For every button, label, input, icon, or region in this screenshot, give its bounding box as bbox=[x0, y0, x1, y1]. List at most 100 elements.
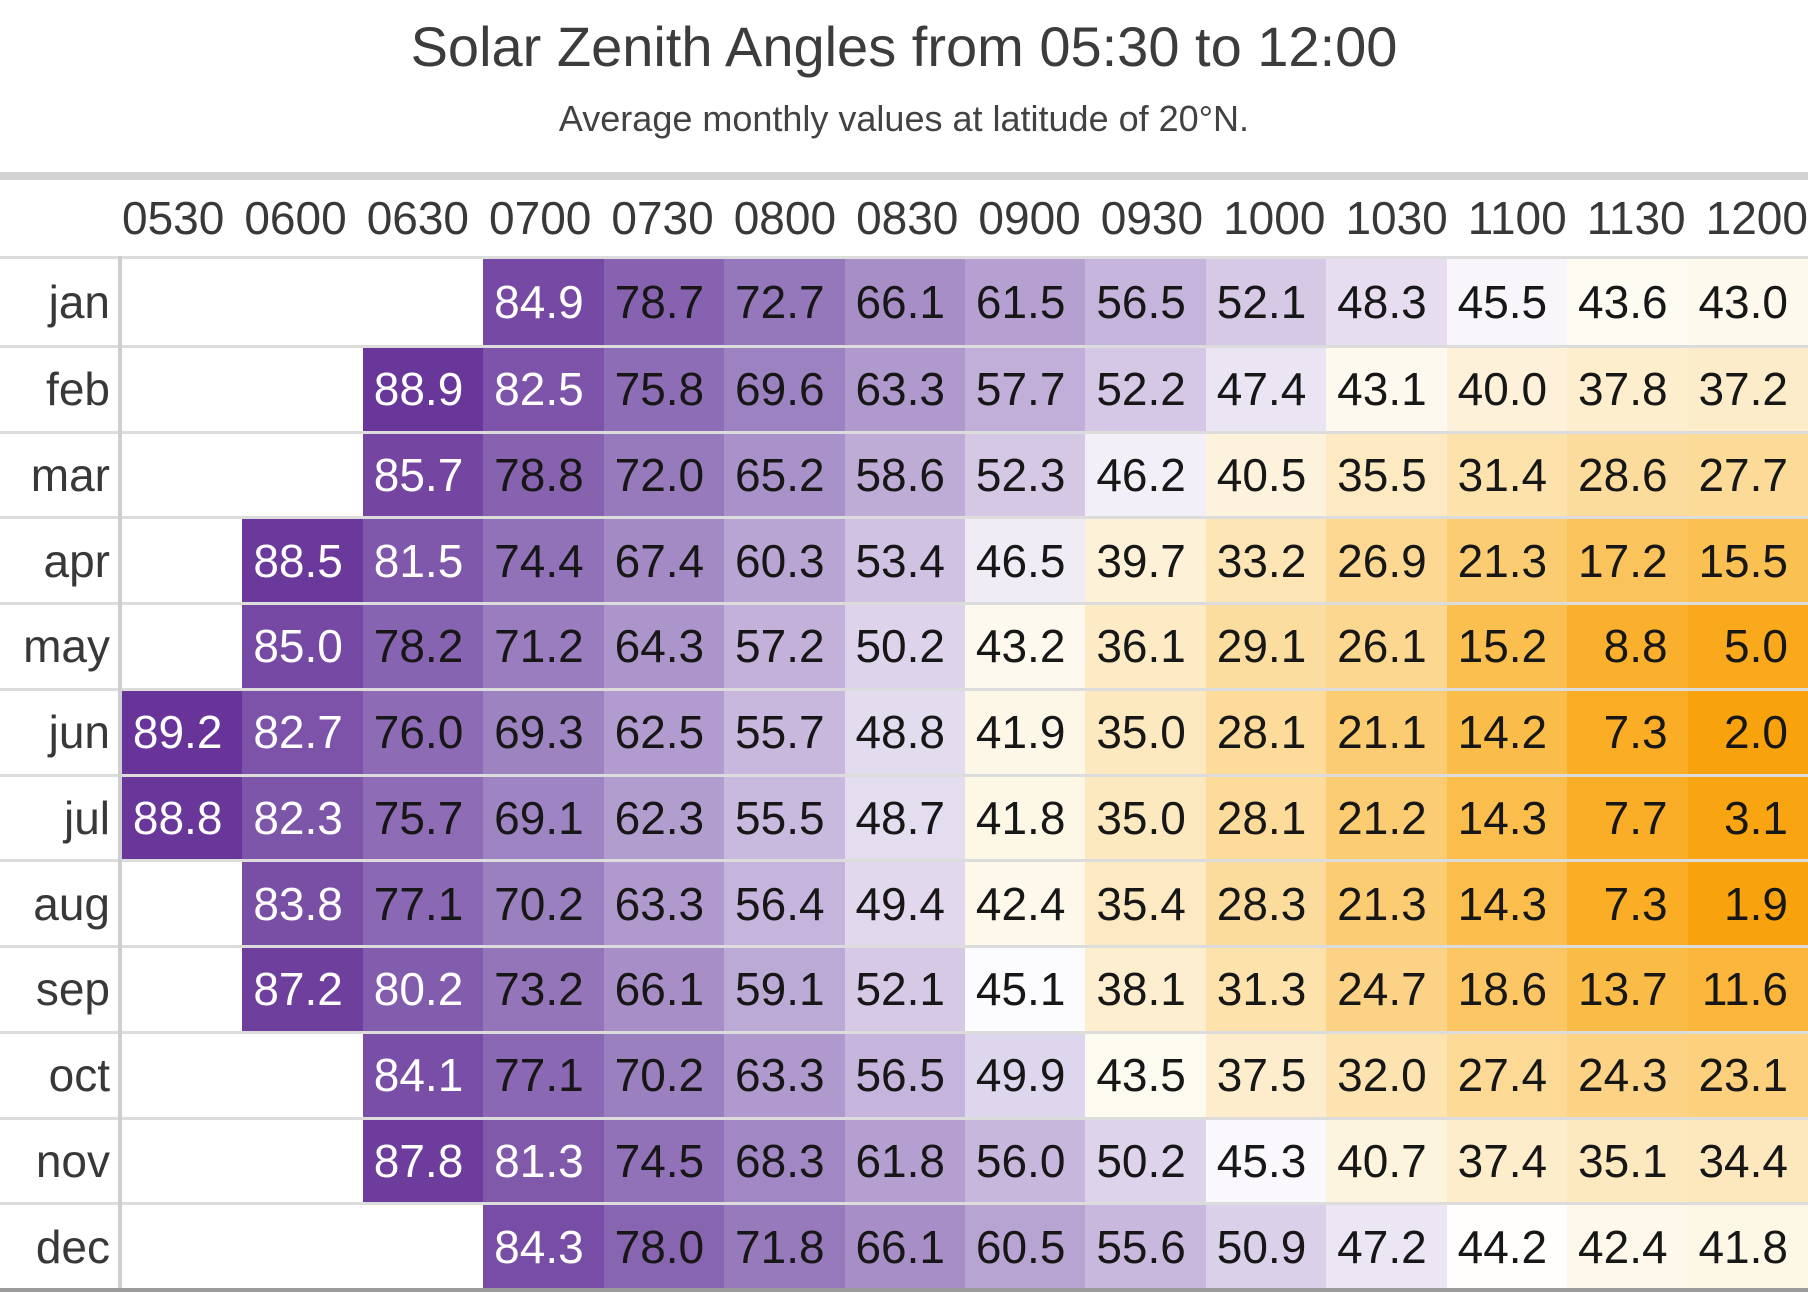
heatmap-cell: 27.7 bbox=[1687, 433, 1808, 517]
heatmap-cell: 46.5 bbox=[965, 519, 1086, 602]
heatmap-cell: 41.8 bbox=[965, 776, 1086, 860]
heatmap-cell: 43.2 bbox=[965, 605, 1086, 688]
time-header-cell: 0530 bbox=[122, 192, 225, 244]
heatmap-cell: 63.3 bbox=[603, 862, 725, 945]
heatmap-row: mar 85.7 78.8 72.0 65.2 58.6 52.3 46.2 40.5 35.5 3… bbox=[0, 430, 1808, 517]
heatmap-row: jan 84.9 78.7 72.7 66.1 61.5 56.5 52.1 48.3 45.5 4… bbox=[0, 259, 1808, 345]
heatmap-cell: 73.2 bbox=[483, 948, 604, 1031]
heatmap-cell: 14.3 bbox=[1446, 776, 1568, 860]
heatmap-row: may 85.0 78.2 71.2 64.3 57.2 50.2 43.2 36.1 29.1 2… bbox=[0, 602, 1808, 688]
heatmap-cell: 11.6 bbox=[1687, 948, 1808, 1031]
heatmap-cell: 82.7 bbox=[242, 690, 363, 774]
heatmap-cell: 45.3 bbox=[1205, 1119, 1327, 1203]
heatmap-cell: 67.4 bbox=[603, 519, 725, 602]
heatmap-row: nov 87.8 81.3 74.5 68.3 61.8 56.0 50.2 45.3 40.7 3… bbox=[0, 1116, 1808, 1203]
heatmap-cell: 41.9 bbox=[965, 690, 1086, 774]
heatmap-cell: 14.3 bbox=[1446, 862, 1568, 945]
heatmap-row: jun 89.2 82.7 76.0 69.3 62.5 55.7 48.8 41.9 35.0 2… bbox=[0, 687, 1808, 774]
heatmap-cell: 66.1 bbox=[844, 1205, 965, 1288]
heatmap-row: dec 84.3 78.0 71.8 66.1 60.5 55.6 50.9 47.2 44.2 4… bbox=[0, 1202, 1808, 1288]
heatmap-cell: 45.1 bbox=[965, 948, 1086, 1031]
heatmap-cell: 52.1 bbox=[844, 948, 965, 1031]
heatmap-cell: 80.2 bbox=[362, 948, 484, 1031]
heatmap-cell: 47.2 bbox=[1326, 1205, 1447, 1288]
heatmap-cell: 50.2 bbox=[1085, 1119, 1206, 1203]
heatmap-cell: 70.2 bbox=[603, 1033, 725, 1117]
heatmap-cell: 82.3 bbox=[242, 776, 363, 860]
time-header-cell: 0900 bbox=[978, 192, 1081, 244]
heatmap-cell: 40.5 bbox=[1205, 433, 1327, 517]
heatmap-cell: 35.0 bbox=[1085, 690, 1206, 774]
heatmap-cell: 57.2 bbox=[724, 605, 845, 688]
heatmap-cell: 84.3 bbox=[483, 1205, 604, 1288]
heatmap-cell: 88.9 bbox=[362, 347, 484, 431]
heatmap-cell: 82.5 bbox=[483, 347, 604, 431]
heatmap-cell: 71.8 bbox=[724, 1205, 845, 1288]
heatmap-cell: 50.2 bbox=[844, 605, 965, 688]
heatmap-cell: 21.2 bbox=[1326, 776, 1447, 860]
heatmap-cell: 66.1 bbox=[844, 259, 965, 345]
heatmap-cell: 15.2 bbox=[1446, 605, 1568, 688]
heatmap-cell: 85.0 bbox=[242, 605, 363, 688]
heatmap-cell: 89.2 bbox=[122, 690, 243, 774]
heatmap-cell: 23.1 bbox=[1687, 1033, 1808, 1117]
heatmap-cell: 40.0 bbox=[1446, 347, 1568, 431]
heatmap-cell: 81.5 bbox=[362, 519, 484, 602]
heatmap-cell: 75.7 bbox=[362, 776, 484, 860]
heatmap-cell-empty bbox=[122, 862, 243, 945]
heatmap-cell: 49.4 bbox=[844, 862, 965, 945]
heatmap-cell-empty bbox=[122, 605, 243, 688]
month-label: sep bbox=[0, 948, 122, 1031]
heatmap-cell: 60.3 bbox=[724, 519, 845, 602]
heatmap-cell: 70.2 bbox=[483, 862, 604, 945]
heatmap-cell: 43.5 bbox=[1085, 1033, 1206, 1117]
heatmap-cell: 69.3 bbox=[483, 690, 604, 774]
heatmap-cell-empty bbox=[122, 347, 243, 431]
heatmap-cell: 60.5 bbox=[965, 1205, 1086, 1288]
chart-title: Solar Zenith Angles from 05:30 to 12:00 bbox=[410, 15, 1398, 78]
heatmap-cell: 53.4 bbox=[844, 519, 965, 602]
month-label: jun bbox=[0, 690, 122, 774]
heatmap-cell: 88.8 bbox=[122, 776, 243, 860]
heatmap-cell-empty bbox=[122, 519, 243, 602]
heatmap-cell: 48.3 bbox=[1326, 259, 1447, 345]
heatmap-cell: 31.3 bbox=[1205, 948, 1327, 1031]
heatmap-cell: 72.7 bbox=[724, 259, 845, 345]
heatmap-cell: 84.1 bbox=[362, 1033, 484, 1117]
heatmap-cell: 77.1 bbox=[483, 1033, 604, 1117]
heatmap-cell: 46.2 bbox=[1085, 433, 1206, 517]
heatmap-cell: 35.0 bbox=[1085, 776, 1206, 860]
heatmap-cell: 81.3 bbox=[483, 1119, 604, 1203]
heatmap-cell: 45.5 bbox=[1446, 259, 1568, 345]
heatmap-cell: 52.1 bbox=[1205, 259, 1327, 345]
heatmap-cell: 58.6 bbox=[844, 433, 965, 517]
heatmap-cell: 64.3 bbox=[603, 605, 725, 688]
heatmap-cell: 55.7 bbox=[724, 690, 845, 774]
heatmap-cell: 48.8 bbox=[844, 690, 965, 774]
time-header-cell: 1130 bbox=[1586, 192, 1686, 244]
heatmap-row: aug 83.8 77.1 70.2 63.3 56.4 49.4 42.4 35.4 28.3 2… bbox=[0, 859, 1808, 945]
heatmap-cell: 63.3 bbox=[844, 347, 965, 431]
heatmap-cell: 42.4 bbox=[965, 862, 1086, 945]
heatmap-cell: 26.1 bbox=[1326, 605, 1447, 688]
heatmap-cell-empty bbox=[242, 433, 363, 517]
heatmap-cell: 75.8 bbox=[603, 347, 725, 431]
month-label: dec bbox=[0, 1205, 122, 1288]
heatmap-cell: 44.2 bbox=[1446, 1205, 1568, 1288]
heatmap-cell: 26.9 bbox=[1326, 519, 1447, 602]
heatmap-cell: 43.6 bbox=[1567, 259, 1688, 345]
time-header-cell: 0630 bbox=[366, 192, 470, 244]
heatmap-cell: 14.2 bbox=[1446, 690, 1568, 774]
heatmap-cell: 52.2 bbox=[1085, 347, 1206, 431]
month-label: apr bbox=[0, 519, 122, 602]
heatmap-cell: 24.7 bbox=[1326, 948, 1447, 1031]
bottom-rule bbox=[0, 1288, 1808, 1292]
heatmap-cell: 2.0 bbox=[1687, 690, 1808, 774]
heatmap-row: apr 88.5 81.5 74.4 67.4 60.3 53.4 46.5 39.7 33.2 2… bbox=[0, 516, 1808, 602]
heatmap-row: sep 87.2 80.2 73.2 66.1 59.1 52.1 45.1 38.1 31.3 2… bbox=[0, 945, 1808, 1031]
heatmap-row: feb 88.9 82.5 75.8 69.6 63.3 57.7 52.2 47.4 43.1 4… bbox=[0, 344, 1808, 431]
heatmap-cell: 35.5 bbox=[1326, 433, 1447, 517]
heatmap-cell: 28.6 bbox=[1567, 433, 1688, 517]
heatmap-cell: 74.5 bbox=[603, 1119, 725, 1203]
